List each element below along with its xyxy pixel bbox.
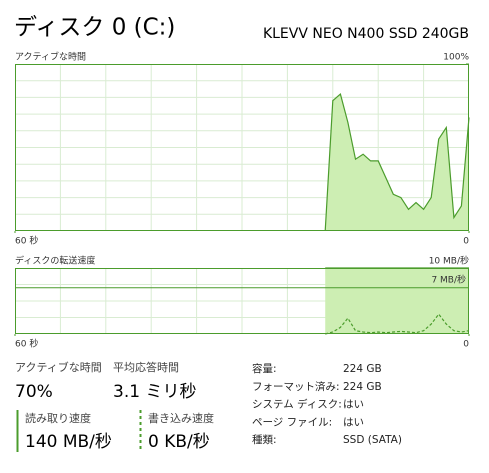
stat-value: 70% <box>15 382 53 402</box>
info-label: 容量: <box>252 362 277 375</box>
disk-title: ディスク 0 (C:) <box>14 15 175 41</box>
stat-value: 0 KB/秒 <box>148 432 210 452</box>
stat-label: 平均応答時間 <box>113 360 179 374</box>
info-value: 224 GB <box>343 381 382 393</box>
stat-value: 140 MB/秒 <box>25 432 112 452</box>
x-tick-label: 0 <box>463 237 469 247</box>
info-value: 224 GB <box>343 363 382 375</box>
info-label: 種類: <box>252 433 277 446</box>
chart-title: アクティブな時間 <box>15 51 86 63</box>
stat-label: 読み取り速度 <box>25 411 91 425</box>
series-line <box>324 93 470 232</box>
stat-value: 3.1 ミリ秒 <box>113 382 196 402</box>
x-tick-label: 60 秒 <box>15 338 38 350</box>
chart-border <box>15 268 469 334</box>
stat-label: 書き込み速度 <box>148 411 214 425</box>
info-label: ページ ファイル: <box>252 416 332 428</box>
stat-label: アクティブな時間 <box>15 360 102 374</box>
area-fill <box>325 94 469 231</box>
info-label: システム ディスク: <box>252 398 342 411</box>
x-tick-label: 0 <box>463 340 469 350</box>
series-line <box>325 313 470 335</box>
reference-label: 7 MB/秒 <box>431 273 466 285</box>
info-value: はい <box>343 416 364 428</box>
chart-border <box>15 64 469 231</box>
chart-title: ディスクの転送速度 <box>15 255 95 267</box>
info-label: フォーマット済み: <box>252 380 340 393</box>
y-tick-label: 100% <box>443 53 469 63</box>
y-tick-label: 10 MB/秒 <box>429 255 469 267</box>
area-fill <box>325 268 469 334</box>
info-value: はい <box>343 399 364 411</box>
info-value: SSD (SATA) <box>343 434 402 446</box>
x-tick-label: 60 秒 <box>15 235 38 247</box>
disk-model: KLEVV NEO N400 SSD 240GB <box>263 26 469 42</box>
